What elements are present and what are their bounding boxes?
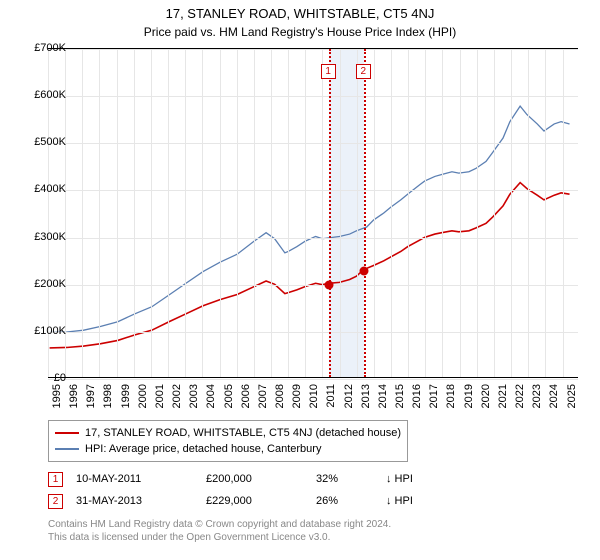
x-axis-label: 2022	[514, 384, 526, 424]
x-axis-label: 2023	[531, 384, 543, 424]
x-axis-label: 2021	[497, 384, 509, 424]
series-hpi	[50, 106, 570, 332]
table-marker: 2	[48, 494, 63, 509]
table-row: 1 10-MAY-2011£200,00032%↓ HPI	[48, 468, 446, 490]
x-axis-label: 1996	[68, 384, 80, 424]
y-axis-label: £100K	[12, 325, 66, 337]
x-axis-label: 1998	[102, 384, 114, 424]
x-axis-label: 2003	[188, 384, 200, 424]
table-ref: ↓ HPI	[386, 473, 446, 485]
x-axis-label: 2013	[360, 384, 372, 424]
plot-area	[48, 48, 578, 378]
x-axis-label: 1999	[120, 384, 132, 424]
y-axis-label: £0	[12, 372, 66, 384]
sales-table: 1 10-MAY-2011£200,00032%↓ HPI 2 31-MAY-2013…	[48, 468, 446, 512]
series-property	[50, 183, 570, 348]
legend-item: HPI: Average price, detached house, Cant…	[55, 441, 401, 457]
table-pct: 32%	[316, 473, 386, 485]
chart-container: 17, STANLEY ROAD, WHITSTABLE, CT5 4NJ Pr…	[0, 0, 600, 560]
x-axis-label: 2019	[463, 384, 475, 424]
table-marker: 1	[48, 472, 63, 487]
y-axis-label: £300K	[12, 231, 66, 243]
legend-swatch	[55, 448, 79, 450]
x-axis-label: 2009	[291, 384, 303, 424]
footer-line-1: Contains HM Land Registry data © Crown c…	[48, 518, 391, 531]
sale-marker-line	[329, 49, 331, 377]
y-axis-label: £500K	[12, 136, 66, 148]
table-price: £200,000	[206, 473, 316, 485]
line-plot-svg	[48, 49, 578, 377]
legend-swatch	[55, 432, 79, 434]
x-axis-label: 1997	[85, 384, 97, 424]
legend-item: 17, STANLEY ROAD, WHITSTABLE, CT5 4NJ (d…	[55, 425, 401, 441]
x-axis-label: 2024	[548, 384, 560, 424]
chart-subtitle: Price paid vs. HM Land Registry's House …	[0, 21, 600, 39]
x-axis-label: 2015	[394, 384, 406, 424]
x-axis-label: 2018	[445, 384, 457, 424]
y-axis-label: £200K	[12, 278, 66, 290]
x-axis-label: 2002	[171, 384, 183, 424]
footer-line-2: This data is licensed under the Open Gov…	[48, 531, 391, 544]
table-row: 2 31-MAY-2013£229,00026%↓ HPI	[48, 490, 446, 512]
x-axis-label: 2010	[308, 384, 320, 424]
x-axis-label: 2016	[411, 384, 423, 424]
x-axis-label: 2017	[428, 384, 440, 424]
y-axis-label: £700K	[12, 42, 66, 54]
x-axis-label: 2001	[154, 384, 166, 424]
sale-marker-line	[364, 49, 366, 377]
y-axis-label: £600K	[12, 89, 66, 101]
legend-label: HPI: Average price, detached house, Cant…	[85, 443, 321, 455]
table-ref: ↓ HPI	[386, 495, 446, 507]
x-axis-label: 2004	[205, 384, 217, 424]
x-axis-label: 2012	[343, 384, 355, 424]
x-axis-label: 2020	[480, 384, 492, 424]
sale-point-dot	[359, 267, 368, 276]
table-date: 31-MAY-2013	[76, 495, 206, 507]
x-axis-label: 1995	[51, 384, 63, 424]
x-axis-label: 2000	[137, 384, 149, 424]
x-axis-label: 2007	[257, 384, 269, 424]
chart-title: 17, STANLEY ROAD, WHITSTABLE, CT5 4NJ	[0, 0, 600, 21]
x-axis-label: 2006	[240, 384, 252, 424]
sale-marker-label: 1	[321, 64, 336, 79]
x-axis-label: 2011	[325, 384, 337, 424]
x-axis-label: 2008	[274, 384, 286, 424]
sale-point-dot	[324, 280, 333, 289]
table-pct: 26%	[316, 495, 386, 507]
table-price: £229,000	[206, 495, 316, 507]
x-axis-label: 2025	[566, 384, 578, 424]
x-axis-label: 2005	[223, 384, 235, 424]
sale-marker-label: 2	[356, 64, 371, 79]
x-axis-label: 2014	[377, 384, 389, 424]
table-date: 10-MAY-2011	[76, 473, 206, 485]
y-axis-label: £400K	[12, 183, 66, 195]
legend-label: 17, STANLEY ROAD, WHITSTABLE, CT5 4NJ (d…	[85, 427, 401, 439]
legend-box: 17, STANLEY ROAD, WHITSTABLE, CT5 4NJ (d…	[48, 420, 408, 462]
footer-attribution: Contains HM Land Registry data © Crown c…	[48, 518, 391, 544]
